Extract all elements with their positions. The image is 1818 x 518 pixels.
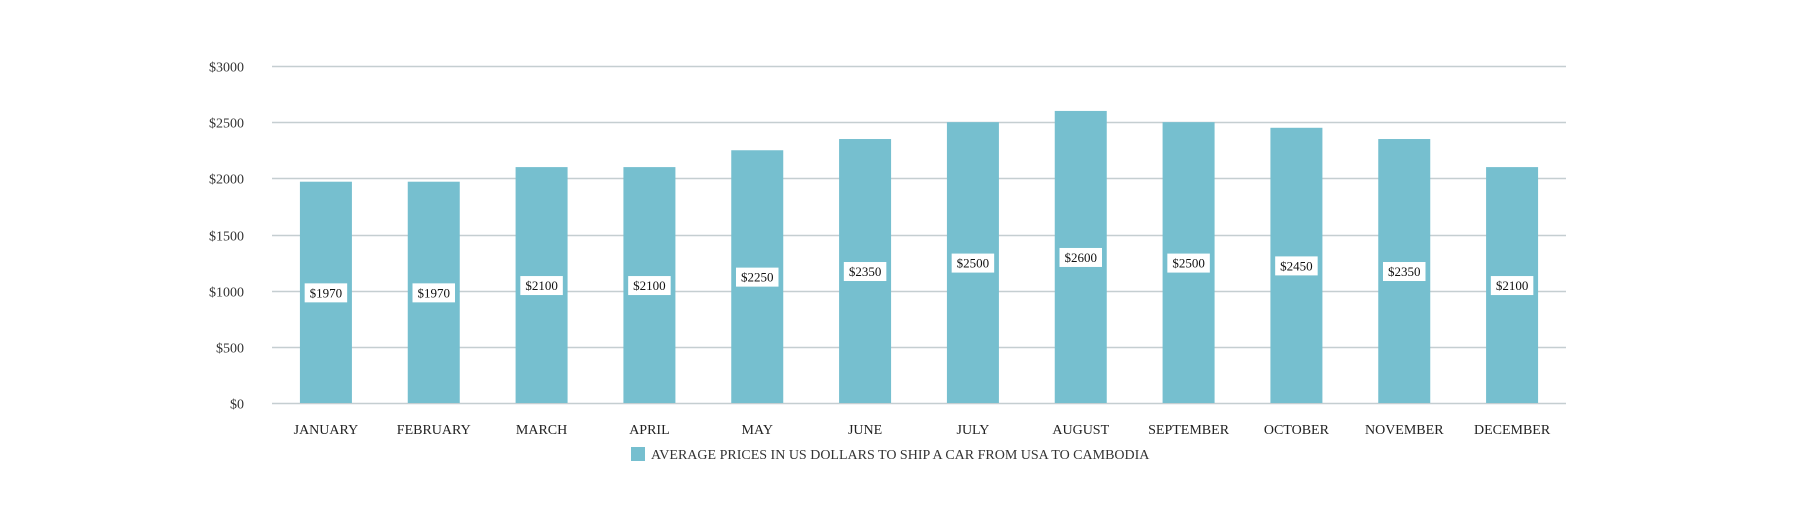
data-label: $2100 xyxy=(1496,278,1529,293)
data-label-box xyxy=(843,262,887,282)
data-label-box xyxy=(520,276,563,296)
x-tick-label: DECEMBER xyxy=(1474,423,1551,438)
x-tick-label: OCTOBER xyxy=(1264,423,1330,438)
data-label: $2250 xyxy=(741,270,774,285)
data-label: $1970 xyxy=(418,285,451,300)
y-tick-label: $2000 xyxy=(209,173,244,188)
x-tick-label: MAY xyxy=(742,423,773,438)
bars xyxy=(299,110,1539,404)
data-label: $2350 xyxy=(1388,264,1421,279)
x-axis: JANUARY FEBRUARY MARCH APRIL MAY JUNE JULY AUGU… xyxy=(294,423,1551,438)
data-label-box xyxy=(304,283,348,303)
x-tick-label: JUNE xyxy=(848,423,882,438)
data-label-box xyxy=(1167,253,1210,273)
x-tick-label: SEPTEMBER xyxy=(1148,423,1230,438)
legend-swatch[interactable] xyxy=(631,447,645,461)
y-tick-label: $500 xyxy=(216,342,244,357)
data-label: $2450 xyxy=(1280,258,1313,273)
y-tick-label: $1000 xyxy=(209,286,244,301)
data-label: $2100 xyxy=(633,278,666,293)
data-label: $1970 xyxy=(310,285,343,300)
x-tick-label: AUGUST xyxy=(1052,423,1109,438)
x-tick-label: NOVEMBER xyxy=(1365,423,1444,438)
data-label-box xyxy=(951,253,995,273)
x-tick-label: APRIL xyxy=(629,423,669,438)
data-label-box xyxy=(412,283,455,303)
x-tick-label: JANUARY xyxy=(294,423,359,438)
data-label: $2500 xyxy=(1172,256,1205,271)
data-label: $2500 xyxy=(957,256,990,271)
gridlines xyxy=(272,65,1566,405)
data-label: $2100 xyxy=(525,278,558,293)
data-label-box xyxy=(628,276,671,296)
y-tick-label: $3000 xyxy=(209,61,244,76)
data-label-box xyxy=(736,267,779,287)
data-label-box xyxy=(1490,276,1534,296)
data-label-box xyxy=(1059,247,1102,267)
y-tick-label: $2500 xyxy=(209,117,244,132)
data-label: $2350 xyxy=(849,264,882,279)
legend[interactable]: AVERAGE PRICES IN US DOLLARS TO SHIP A C… xyxy=(631,447,1150,463)
data-label-box xyxy=(1383,262,1426,282)
data-label-box xyxy=(1275,256,1318,276)
x-tick-label: FEBRUARY xyxy=(397,423,471,438)
legend-label[interactable]: AVERAGE PRICES IN US DOLLARS TO SHIP A C… xyxy=(651,448,1150,463)
data-labels: $1970 $1970 $2100 $2100 $2250 $2350 $2500 $2600… xyxy=(304,247,1534,303)
x-tick-label: JULY xyxy=(957,423,990,438)
data-label: $2600 xyxy=(1065,250,1098,265)
y-tick-label: $0 xyxy=(230,398,244,413)
x-tick-label: MARCH xyxy=(516,423,567,438)
y-axis: $0 $500 $1000 $1500 $2000 $2500 $3000 xyxy=(209,61,244,413)
y-tick-label: $1500 xyxy=(209,230,244,245)
